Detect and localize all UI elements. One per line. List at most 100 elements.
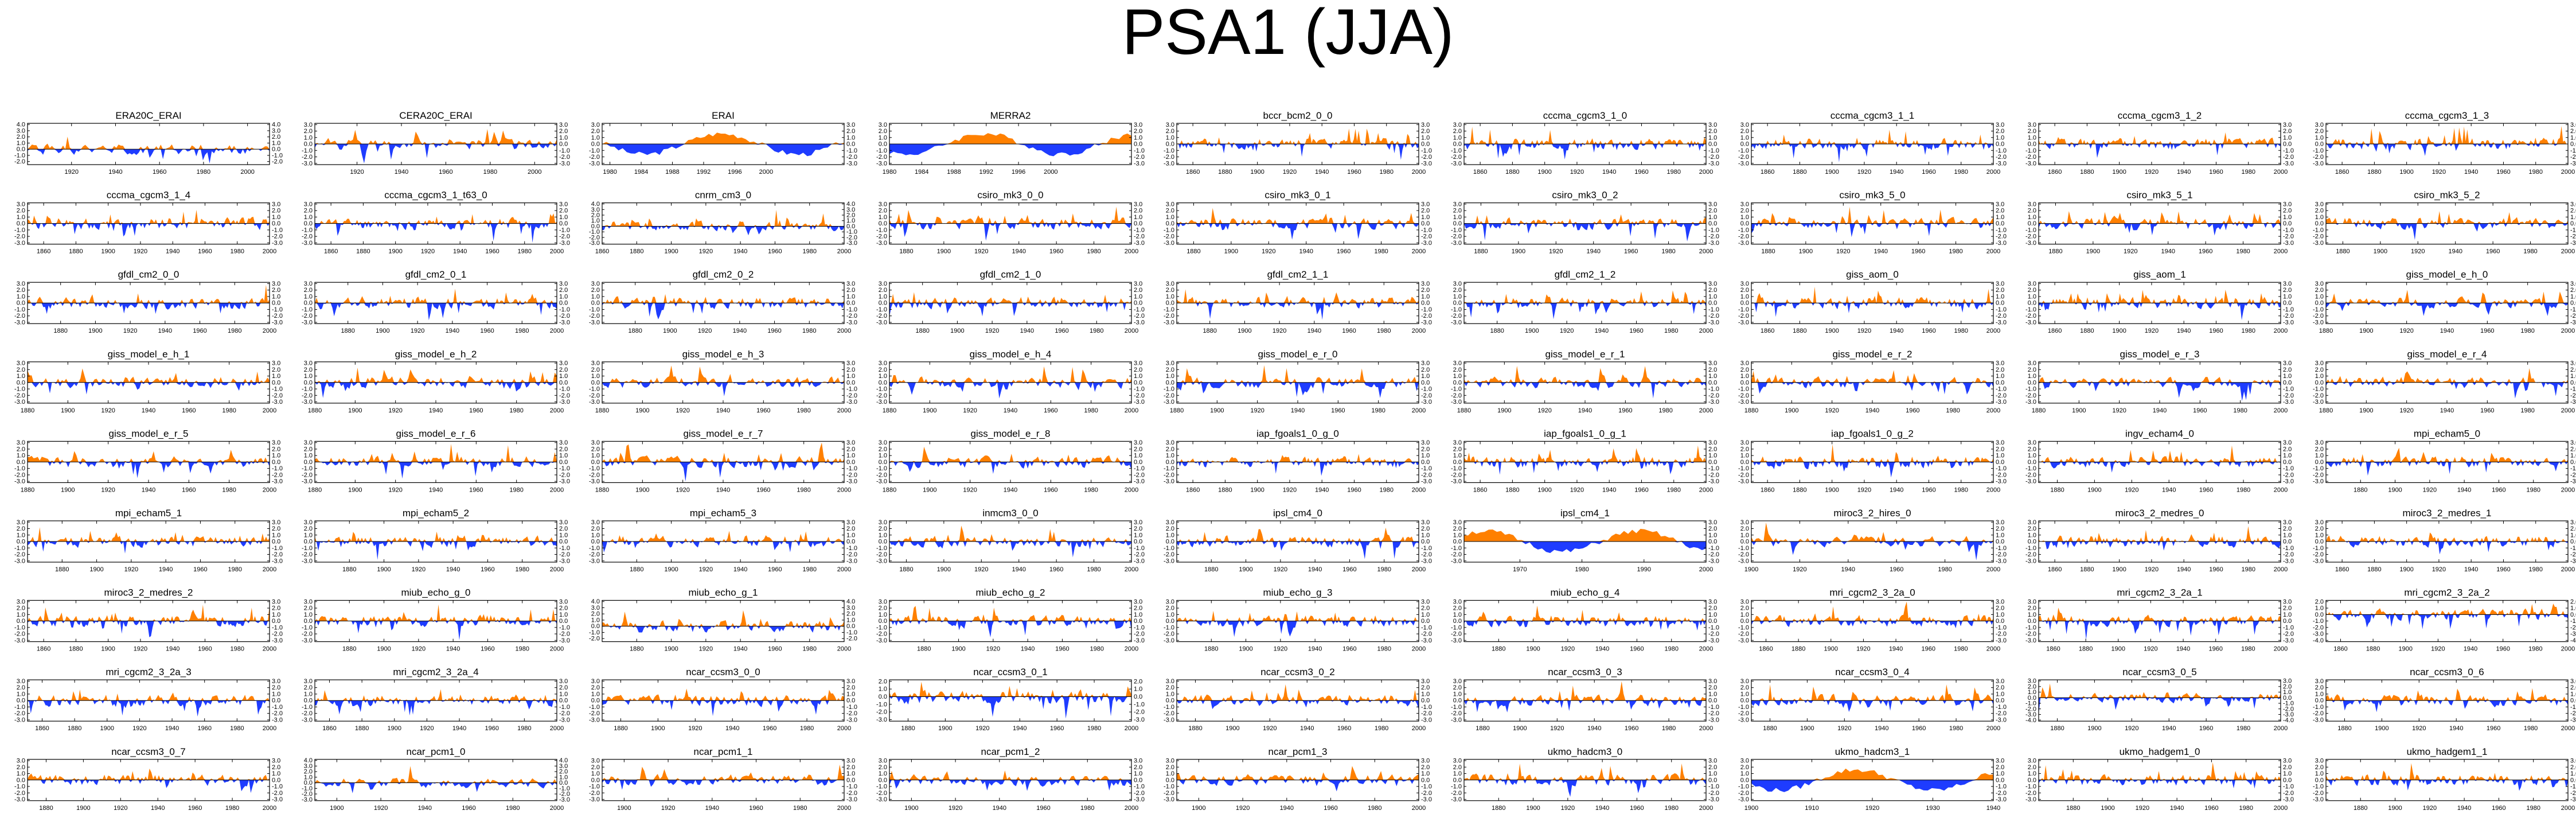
- y-tick-label: 3.0: [1453, 439, 1462, 446]
- positive-area: [889, 606, 1131, 621]
- y-tick-label-right: 3.0: [1134, 280, 1142, 287]
- y-tick-label-right: -3.0: [1421, 796, 1432, 803]
- x-tick-label: 1920: [676, 407, 689, 414]
- panel-ncar_pcm1_0: ncar_pcm1_04.0 4.03.0 3.02.0 2.01.0 1.00.0 0.…: [302, 746, 570, 812]
- y-tick-label: 1.0: [2315, 691, 2324, 698]
- y-tick-label-right: 2.0: [846, 287, 855, 294]
- y-tick-label-right: 2.0: [1708, 446, 1717, 453]
- y-tick-label: -2.0: [589, 472, 600, 478]
- y-tick-label-right: 2.0: [1421, 208, 1430, 215]
- y-tick-label-right: 3.0: [846, 122, 855, 128]
- negative-area: [1177, 303, 1419, 320]
- y-tick-label: 1.0: [1453, 691, 1462, 698]
- x-tick-label: 1960: [768, 646, 782, 653]
- x-tick-label: 1980: [222, 407, 236, 414]
- y-tick-label: 2.0: [304, 287, 313, 294]
- x-tick-label: 1920: [699, 248, 713, 255]
- x-tick-label: 1860: [595, 248, 609, 255]
- y-tick-label: 3.0: [1453, 201, 1462, 208]
- x-tick-label: 1880: [614, 725, 627, 732]
- x-tick-label: 1900: [664, 248, 678, 255]
- y-tick-label-right: -2.0: [1996, 392, 2007, 399]
- y-tick-label-right: 4.0: [846, 201, 855, 208]
- x-tick-label: 2000: [263, 486, 276, 493]
- y-tick-label: 2.0: [1740, 764, 1749, 771]
- panel-giss_model_e_h_0: giss_model_e_h_03.03.02.02.01.01.00.00.0…: [2313, 269, 2576, 334]
- y-tick-label-right: 3.0: [2283, 439, 2292, 446]
- negative-area: [28, 303, 270, 314]
- x-tick-label: 1920: [699, 646, 713, 653]
- y-tick-label-right: 1.0: [2570, 134, 2576, 141]
- y-tick-label: 1.0: [2315, 453, 2324, 459]
- panel-title: cnrm_cm3_0: [695, 190, 751, 201]
- y-tick-label: -3.0: [2025, 796, 2036, 803]
- x-tick-label: 1880: [630, 566, 643, 573]
- y-tick-label: 3.0: [2315, 678, 2324, 685]
- y-tick-label-right: -3.0: [1421, 716, 1432, 723]
- x-tick-label: 1920: [1549, 248, 1563, 255]
- panel-title: cccma_cgcm3_1_4: [107, 190, 190, 201]
- x-tick-label: 1980: [515, 328, 529, 334]
- y-tick-label-right: 0.0: [1996, 141, 2004, 148]
- x-tick-label: 1980: [1946, 407, 1960, 414]
- y-tick-label: 1.0: [304, 691, 313, 698]
- x-tick-label: 1880: [883, 407, 896, 414]
- x-tick-label: 2000: [1699, 566, 1713, 573]
- x-tick-label: 1940: [446, 646, 460, 653]
- y-tick-label: 2.0: [2028, 605, 2036, 612]
- y-tick-label-right: 1.0: [846, 293, 855, 300]
- positive-area: [2039, 607, 2281, 621]
- x-tick-label: 2000: [837, 805, 851, 812]
- x-tick-label: 1960: [2209, 328, 2223, 334]
- y-tick-label: 3.0: [1453, 598, 1462, 605]
- y-tick-label-right: -3.0: [1708, 240, 1719, 247]
- x-tick-label: 1860: [1473, 169, 1487, 176]
- y-tick-label: -2.0: [14, 472, 25, 478]
- x-tick-label: 1880: [2367, 169, 2381, 176]
- y-tick-label: 2.0: [17, 605, 25, 612]
- positive-area: [1751, 768, 1993, 780]
- y-tick-label: -3.0: [1451, 319, 1462, 326]
- y-tick-label: -3.0: [1164, 160, 1174, 167]
- y-tick-label-right: -1.0: [272, 704, 283, 711]
- x-tick-label: 1860: [1759, 646, 1773, 653]
- y-tick-label-right: -2.0: [2283, 551, 2294, 558]
- positive-area: [28, 768, 270, 780]
- y-tick-label-right: 1.0: [1708, 373, 1717, 380]
- x-tick-label: 2000: [837, 725, 851, 732]
- x-tick-label: 1960: [1347, 486, 1361, 493]
- x-tick-label: 1900: [1800, 725, 1814, 732]
- x-tick-label: 1940: [2177, 169, 2191, 176]
- x-tick-label: 1900: [937, 566, 951, 573]
- y-tick-label-right: 2.0: [2283, 446, 2292, 453]
- y-tick-label: -1.0: [302, 227, 313, 233]
- x-tick-label: 1900: [635, 407, 649, 414]
- y-tick-label-right: -2.0: [1134, 313, 1145, 320]
- x-tick-label: 1940: [1595, 646, 1609, 653]
- y-tick-label-right: 1.0: [846, 691, 855, 698]
- x-tick-label: 1930: [1926, 805, 1939, 812]
- y-tick-label: 3.0: [304, 598, 313, 605]
- y-tick-label-right: 2.0: [1134, 208, 1142, 215]
- panel-title: giss_model_e_r_6: [396, 428, 476, 439]
- y-tick-label: 2.0: [591, 128, 600, 135]
- y-tick-label: -1.0: [876, 227, 887, 233]
- x-tick-label: 1980: [1084, 486, 1098, 493]
- y-tick-label: 1.0: [2028, 373, 2036, 380]
- y-tick-label-right: 0.0: [1996, 618, 2004, 625]
- y-tick-label: 0.0: [2315, 379, 2324, 386]
- y-tick-label: -3.0: [302, 478, 313, 485]
- y-tick-label: 3.0: [1740, 598, 1749, 605]
- x-tick-label: 1960: [1618, 407, 1632, 414]
- y-tick-label-right: -1.0: [272, 227, 283, 233]
- y-tick-label: 2.0: [1166, 446, 1174, 453]
- y-tick-label-right: -2.0: [1421, 154, 1432, 161]
- y-tick-label: -3.0: [302, 160, 313, 167]
- y-tick-label-right: 1.0: [559, 134, 568, 141]
- x-tick-label: 1940: [429, 486, 443, 493]
- y-tick-label: 2.0: [1740, 287, 1749, 294]
- x-tick-label: 1980: [2520, 328, 2534, 334]
- y-tick-label: 0.0: [2315, 777, 2324, 784]
